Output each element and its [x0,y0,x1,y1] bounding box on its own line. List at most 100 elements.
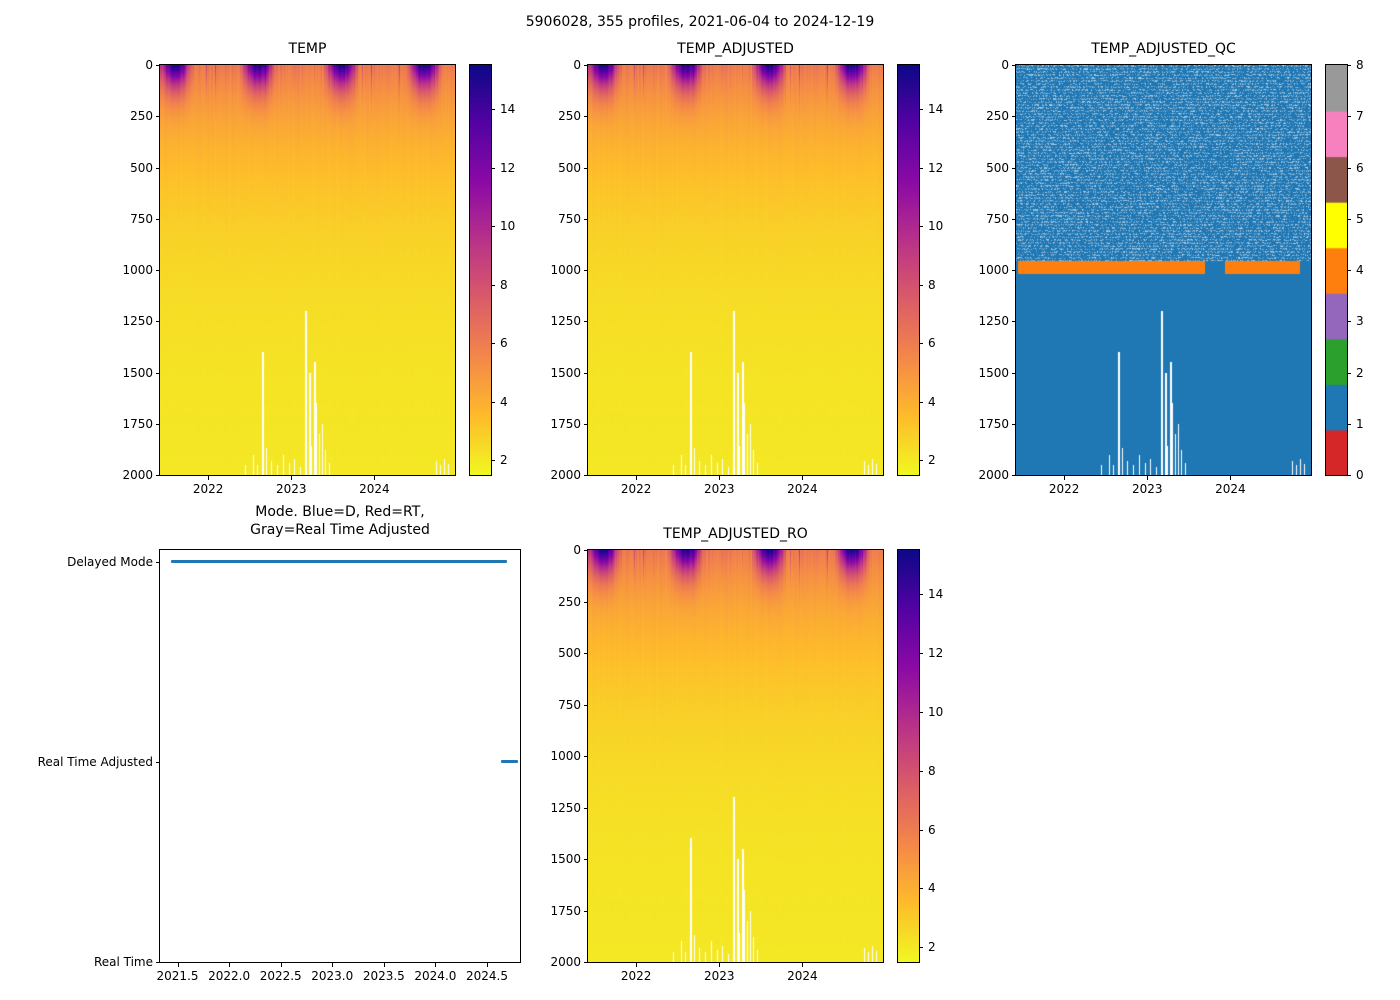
time-axis-tick [802,476,803,480]
depth-axis-tick [584,859,588,860]
colorbar-tick-label: 3 [1356,314,1364,329]
depth-axis-tick [1012,321,1016,322]
colorbar-tick-label: 8 [928,277,936,292]
depth-axis-tick-label: 2000 [122,468,153,482]
colorbar-tick-label: 0 [1356,468,1364,482]
colorbar-tick-label: 2 [1356,365,1364,380]
colorbar-tick-label: 10 [928,219,944,234]
colorbar-tick-label: 7 [1356,109,1364,124]
colorbar-tick-label: 10 [928,704,944,719]
depth-axis-tick-label: 1250 [978,314,1009,329]
depth-axis-tick [584,808,588,809]
colorbar-tick [491,343,495,344]
depth-axis-tick [156,373,160,374]
colorbar-tick [919,226,923,227]
colorbar-tick [491,168,495,169]
time-axis-tick-label: 2022 [620,969,652,983]
depth-axis-tick-label: 2000 [550,955,581,969]
mode-title-line2: Gray=Real Time Adjusted [250,522,430,538]
depth-axis-tick [584,168,588,169]
colorbar-tick-label: 10 [500,219,516,234]
depth-axis-tick [156,219,160,220]
time-axis-tick-label: 2022 [192,482,224,496]
colorbar-tick [1347,424,1351,425]
time-axis-tick [291,476,292,480]
depth-axis-tick [584,705,588,706]
mode-line-delayed-mode [171,560,507,563]
time-axis-tick-label: 2022.5 [259,969,302,983]
colorbar-tick-label: 4 [928,394,936,409]
mode-axis-tick [156,962,160,963]
depth-axis-tick-label: 0 [1001,58,1009,72]
colorbar-tick [919,460,923,461]
depth-axis-tick-label: 250 [558,109,581,124]
time-axis-tick-label: 2023.5 [362,969,405,983]
depth-axis-tick [584,653,588,654]
time-axis-tick [802,963,803,967]
time-axis-tick [636,476,637,480]
colorbar-tick [491,109,495,110]
colorbar-tick-label: 6 [928,822,936,837]
colorbar-tick [491,226,495,227]
temp_adjusted_ro-title: TEMP_ADJUSTED_RO [663,526,808,542]
mode-axis-tick [156,762,160,763]
time-axis-tick-label: 2024 [787,969,818,983]
colorbar-tick [1347,65,1351,66]
colorbar-tick-label: 12 [928,646,944,660]
depth-axis-tick [156,168,160,169]
temp_adjusted-colorbar [898,65,919,475]
time-axis-tick-label: 2022 [620,482,652,496]
depth-axis-tick-label: 0 [145,58,153,72]
time-axis-tick [719,963,720,967]
depth-axis-tick-label: 2000 [978,468,1009,482]
colorbar-tick [919,888,923,889]
depth-axis-tick-label: 1250 [550,314,581,329]
colorbar-tick [919,947,923,948]
temp_adjusted-title: TEMP_ADJUSTED [677,41,794,57]
temp-colorbar [470,65,491,475]
depth-axis-tick [584,911,588,912]
colorbar-tick-label: 6 [928,336,936,351]
colorbar-tick [919,343,923,344]
colorbar-tick-label: 2 [928,940,936,955]
depth-axis-tick [584,962,588,963]
time-axis-tick [384,963,385,967]
colorbar-tick [919,653,923,654]
depth-axis-tick [584,219,588,220]
time-axis-tick-label: 2024.5 [465,969,508,983]
colorbar-tick-label: 6 [500,336,508,351]
time-axis-tick-label: 2024 [787,482,818,496]
colorbar-tick [919,168,923,169]
depth-axis-tick [156,65,160,66]
depth-axis-tick-label: 500 [558,646,581,660]
colorbar-tick [1347,270,1351,271]
depth-axis-tick-label: 750 [986,211,1009,226]
colorbar-tick [1347,219,1351,220]
mode-axis-tick-label: Real Time Adjusted [37,755,153,769]
colorbar-tick [919,402,923,403]
depth-axis-tick [584,373,588,374]
colorbar-tick-label: 14 [928,587,944,602]
time-axis-tick [374,476,375,480]
colorbar-tick [919,285,923,286]
mode-axis-tick-label: Real Time [93,955,153,969]
depth-axis-tick [1012,219,1016,220]
time-axis-tick [1230,476,1231,480]
colorbar-tick-label: 2 [928,453,936,468]
time-axis-tick [1147,476,1148,480]
temp_adjusted_qc-heatmap [1016,65,1311,475]
time-axis-tick-label: 2021.5 [156,969,199,983]
depth-axis-tick-label: 1750 [550,903,581,918]
temp-heatmap [160,65,455,475]
depth-axis-tick [1012,424,1016,425]
depth-axis-tick-label: 1000 [122,263,153,277]
depth-axis-tick [584,65,588,66]
depth-axis-tick-label: 0 [573,58,581,72]
colorbar-tick [919,594,923,595]
time-axis-tick [281,963,282,967]
colorbar-tick-label: 4 [928,881,936,896]
depth-axis-tick-label: 750 [130,211,153,226]
time-axis-tick [178,963,179,967]
depth-axis-tick-label: 500 [558,160,581,175]
